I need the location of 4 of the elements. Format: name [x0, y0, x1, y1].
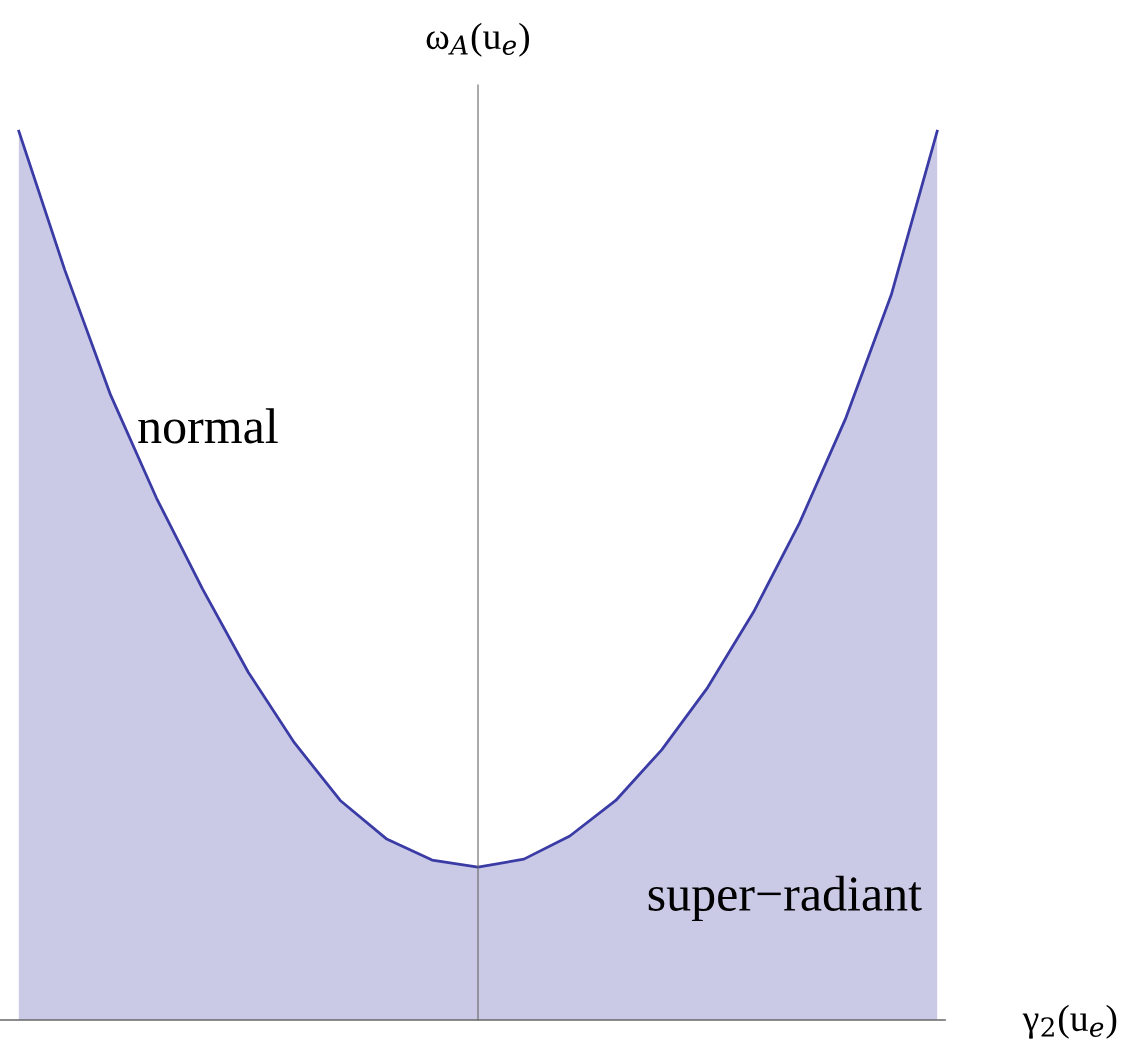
annotation: normal — [138, 408, 278, 444]
annotation: super−radiant — [648, 875, 922, 922]
y-axis-title: ω$_{A}$(u$_{e}$) — [426, 22, 530, 57]
x-axis-title: γ$_{2}$(u$_{e}$) — [1022, 1004, 1117, 1039]
